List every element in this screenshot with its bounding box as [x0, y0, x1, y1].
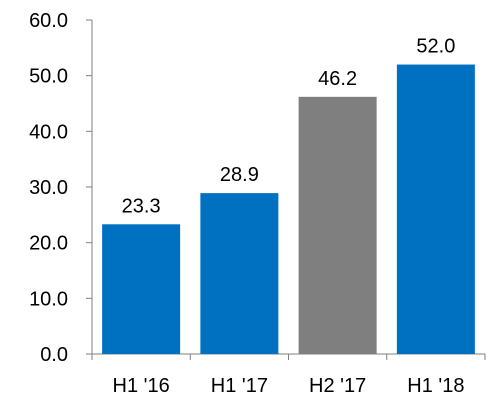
x-category-label: H2 '17 [309, 375, 366, 397]
data-label: 23.3 [122, 195, 161, 217]
bar [299, 97, 377, 354]
x-axis: H1 '16 H1 '17 H2 '17 H1 '18 [92, 354, 485, 397]
bar [102, 224, 180, 354]
x-category-label: H1 '17 [211, 375, 268, 397]
x-category-label: H1 '18 [407, 375, 464, 397]
y-axis: 0.0 10.0 20.0 30.0 40.0 50.0 60.0 [29, 10, 92, 366]
data-label: 28.9 [220, 164, 259, 186]
y-tick-label: 20.0 [29, 233, 68, 255]
data-label: 46.2 [318, 68, 357, 90]
x-category-label: H1 '16 [113, 375, 170, 397]
y-tick-label: 60.0 [29, 10, 68, 32]
bar [200, 193, 278, 354]
y-tick-label: 30.0 [29, 177, 68, 199]
y-tick-label: 0.0 [40, 344, 68, 366]
y-tick-label: 40.0 [29, 121, 68, 143]
y-tick-label: 10.0 [29, 288, 68, 310]
bar [397, 65, 475, 354]
data-label: 52.0 [416, 36, 455, 58]
y-tick-label: 50.0 [29, 66, 68, 88]
